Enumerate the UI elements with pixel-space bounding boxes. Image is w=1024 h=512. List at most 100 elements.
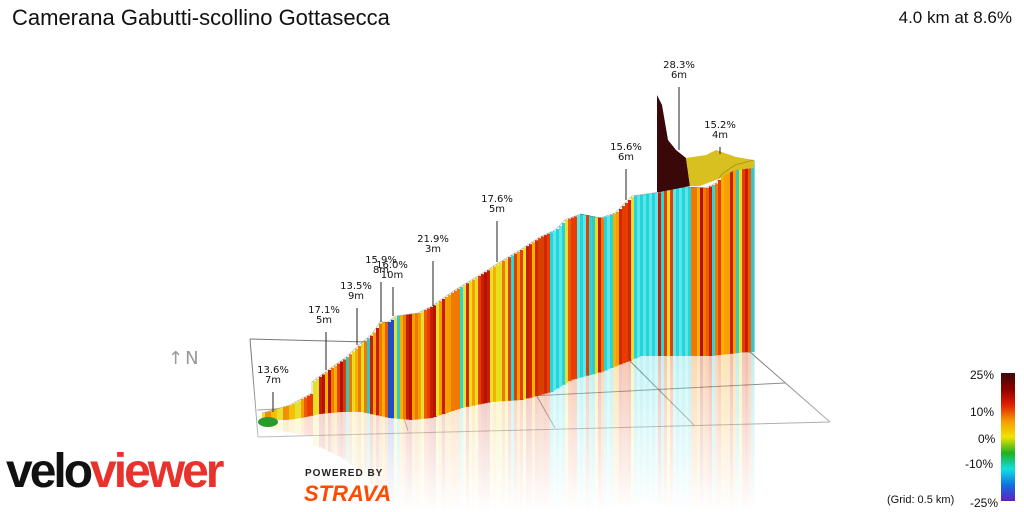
profile-segment: [625, 203, 629, 362]
profile-segment: [382, 322, 386, 417]
profile-segment: [439, 301, 443, 415]
profile-segment: [472, 279, 476, 406]
profile-segment: [442, 299, 446, 414]
profile-ridge: [261, 159, 755, 414]
profile-segment: [547, 233, 551, 393]
annotation-length: 4m: [712, 130, 728, 141]
start-marker: [258, 417, 278, 427]
steep-ramp-segment: [657, 95, 690, 192]
annotation-length: 8m: [373, 265, 389, 276]
profile-segment: [682, 187, 686, 356]
profile-segment: [454, 290, 458, 410]
profile-segment: [280, 407, 284, 420]
profile-segment: [517, 251, 521, 401]
profile-segment: [739, 163, 743, 353]
profile-segment: [658, 192, 662, 356]
annotation-length: 6m: [618, 152, 634, 163]
profile-segment: [595, 217, 599, 374]
profile-segment: [661, 191, 665, 356]
profile-segment: [403, 315, 407, 420]
profile-segment: [364, 340, 368, 413]
profile-segment: [478, 276, 482, 405]
profile-segment: [544, 235, 548, 394]
profile-segment: [436, 303, 440, 416]
annotation-length: 5m: [316, 315, 332, 326]
profile-segment: [574, 216, 578, 379]
gradient-legend-bar: [1001, 373, 1015, 501]
profile-segment: [559, 226, 563, 387]
profile-segment: [691, 187, 695, 356]
profile-segment: [676, 187, 680, 356]
profile-segment: [529, 244, 533, 398]
legend-label-minus25: -25%: [970, 496, 999, 510]
profile-segment: [376, 328, 380, 416]
legend-label-minus10: -10%: [965, 457, 994, 471]
profile-segment: [379, 323, 383, 417]
profile-segment: [322, 374, 326, 414]
profile-segment: [304, 397, 308, 418]
profile-segment: [283, 407, 287, 420]
profile-segment: [394, 317, 398, 419]
profile-segment: [697, 187, 701, 356]
profile-segment: [427, 308, 431, 419]
profile-segment: [505, 259, 509, 401]
profile-segment: [409, 314, 413, 420]
profile-segment: [643, 194, 647, 356]
profile-segment: [271, 410, 275, 420]
profile-segment: [433, 305, 437, 417]
profile-segment: [373, 332, 377, 415]
profile-segment: [568, 218, 572, 382]
annotation-length: 5m: [489, 204, 505, 215]
profile-segment: [520, 250, 524, 400]
profile-segment: [265, 412, 269, 420]
profile-segment: [352, 351, 356, 412]
profile-segment: [631, 197, 635, 360]
profile-segment: [277, 408, 281, 420]
profile-segment: [742, 163, 746, 353]
profile-segment: [421, 311, 425, 419]
profile-segment: [649, 193, 653, 356]
legend-label-0: 0%: [978, 432, 996, 446]
profile-segment: [751, 160, 755, 352]
profile-segment: [556, 229, 560, 389]
profile-segment: [562, 223, 566, 385]
profile-segment: [319, 376, 323, 414]
profile-segment: [670, 188, 674, 356]
annotation-length: 7m: [265, 375, 281, 386]
profile-segment: [538, 238, 542, 396]
profile-segment: [523, 248, 527, 400]
profile-segment: [397, 315, 401, 419]
gradient-annotations: 13.6%7m17.1%5m13.5%9m15.9%8m16.0%10m21.9…: [257, 60, 736, 412]
veloviewer-logo[interactable]: veloviewer: [6, 445, 224, 498]
climb-summary: 4.0 km at 8.6%: [898, 8, 1012, 27]
profile-segment: [292, 403, 296, 420]
legend-label-25: 25%: [970, 368, 995, 382]
strava-logo[interactable]: STRAVA: [304, 481, 392, 506]
profile-segment: [457, 288, 461, 409]
profile-segment: [622, 206, 626, 364]
profile-segment: [337, 363, 341, 413]
profile-segment: [526, 246, 530, 399]
profile-segment: [466, 283, 470, 407]
powered-by-label: POWERED BY: [305, 468, 384, 479]
profile-segment: [499, 262, 503, 402]
profile-segment: [295, 402, 299, 419]
profile-segment: [586, 215, 590, 376]
profile-segment: [712, 185, 716, 356]
annotation-length: 10m: [381, 270, 403, 281]
annotation-gradient: 21.9%: [417, 234, 449, 245]
profile-segment: [343, 359, 347, 412]
profile-segment: [412, 313, 416, 420]
profile-segment: [610, 214, 614, 368]
profile-segment: [715, 183, 719, 356]
profile-segment: [724, 172, 728, 355]
profile-segment: [334, 365, 338, 413]
profile-segment: [616, 212, 620, 366]
profile-segment: [484, 272, 488, 404]
profile-segment: [673, 187, 677, 356]
profile-segment: [694, 187, 698, 357]
profile-segment: [370, 335, 374, 415]
profile-segment: [607, 215, 611, 370]
profile-segment: [274, 409, 278, 420]
